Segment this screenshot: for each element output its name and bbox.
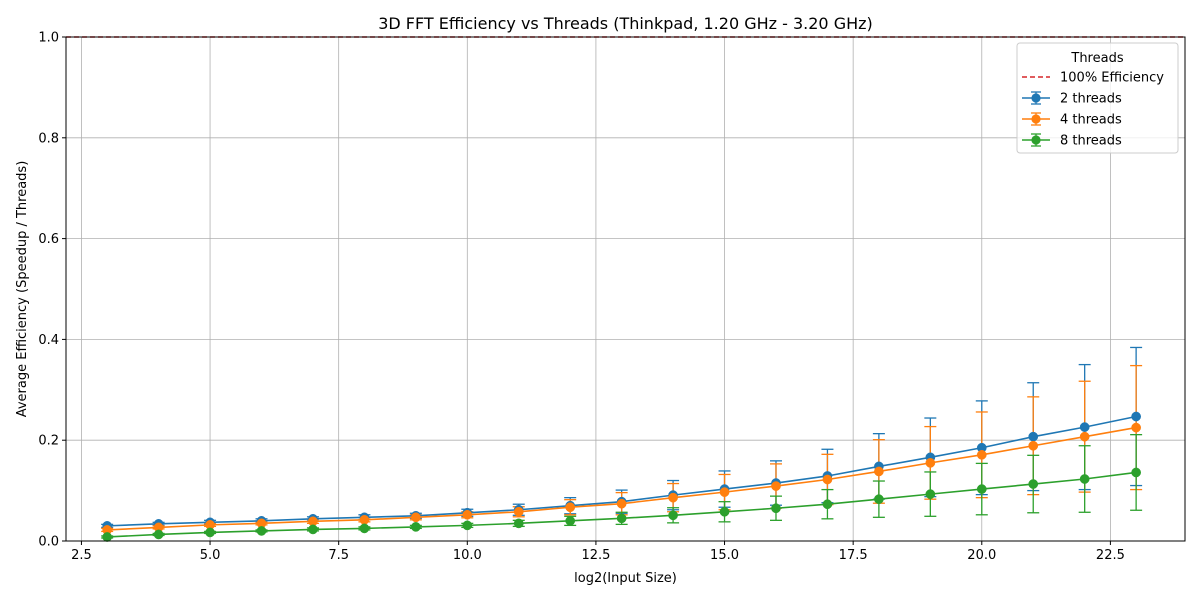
y-axis-label: Average Efficiency (Speedup / Threads): [15, 161, 30, 418]
data-point-8-threads: [771, 503, 781, 514]
data-point-8-threads: [822, 499, 833, 510]
legend-label-reference-line: 100% Efficiency: [1060, 71, 1164, 86]
series-lines: [102, 411, 1141, 542]
data-point-8-threads: [153, 529, 164, 540]
data-point-8-threads: [925, 489, 936, 499]
x-tick-label: 5.0: [200, 548, 221, 563]
legend: Threads 100% Efficiency 2 threads 4 thread…: [1016, 42, 1179, 154]
data-point-4-threads: [874, 466, 884, 477]
legend-entries: 100% Efficiency 2 threads 4 threads 8 threa…: [1022, 71, 1164, 149]
legend-swatch-marker-8-threads: [1031, 135, 1041, 145]
data-point-4-threads: [616, 498, 627, 509]
data-point-4-threads: [1131, 422, 1141, 433]
x-tick-label: 15.0: [710, 548, 739, 563]
x-tick-label: 10.0: [453, 548, 482, 563]
data-point-8-threads: [565, 515, 576, 526]
legend-swatch-marker-4-threads: [1031, 114, 1041, 124]
data-point-4-threads: [513, 506, 524, 517]
data-point-4-threads: [359, 514, 370, 525]
data-point-8-threads: [256, 526, 267, 536]
data-point-8-threads: [359, 523, 370, 534]
legend-box: [1016, 42, 1179, 154]
y-tick-label: 0.8: [38, 131, 59, 146]
data-point-4-threads: [1079, 431, 1090, 442]
data-point-2-threads: [1028, 431, 1039, 442]
legend-label-2-threads: 2 threads: [1060, 92, 1122, 107]
data-point-8-threads: [462, 520, 473, 531]
x-axis-label: log2(Input Size): [574, 571, 677, 586]
data-point-4-threads: [719, 487, 730, 497]
y-tick-label: 0.2: [38, 434, 59, 449]
y-tick-label: 1.0: [38, 31, 59, 46]
x-tick-label: 20.0: [967, 548, 996, 563]
data-point-8-threads: [668, 510, 678, 521]
data-point-4-threads: [822, 474, 833, 485]
data-point-8-threads: [410, 522, 421, 532]
data-point-4-threads: [1028, 440, 1039, 451]
data-point-4-threads: [410, 512, 421, 523]
data-point-8-threads: [616, 513, 627, 524]
plot-area: [66, 37, 1185, 541]
data-point-8-threads: [513, 518, 524, 529]
y-tick-label: 0.0: [38, 535, 59, 550]
data-point-8-threads: [976, 484, 987, 494]
legend-title: Threads: [1070, 51, 1123, 66]
data-point-2-threads: [1131, 411, 1141, 422]
data-point-8-threads: [1028, 479, 1039, 489]
legend-label-8-threads: 8 threads: [1060, 134, 1122, 149]
legend-label-4-threads: 4 threads: [1060, 113, 1122, 128]
x-tick-label: 22.5: [1096, 548, 1125, 563]
data-point-8-threads: [102, 532, 113, 542]
data-point-4-threads: [462, 509, 473, 520]
data-point-4-threads: [668, 492, 678, 503]
chart-title: 3D FFT Efficiency vs Threads (Thinkpad, …: [378, 14, 873, 33]
data-point-4-threads: [976, 449, 987, 460]
data-point-8-threads: [874, 494, 884, 505]
data-point-8-threads: [719, 506, 730, 517]
data-point-8-threads: [205, 527, 215, 538]
x-tick-label: 12.5: [581, 548, 610, 563]
data-point-4-threads: [771, 481, 781, 491]
x-tick-label: 2.5: [71, 548, 92, 563]
data-point-8-threads: [308, 524, 318, 535]
data-point-8-threads: [1079, 474, 1090, 484]
x-tick-label: 7.5: [328, 548, 349, 563]
y-axis-ticks: 0.0 0.2 0.4 0.6 0.8 1.0: [38, 31, 66, 550]
data-point-4-threads: [565, 502, 576, 513]
data-point-8-threads: [1131, 467, 1141, 478]
y-tick-label: 0.6: [38, 232, 59, 247]
data-point-4-threads: [925, 458, 936, 468]
plot-frame: [65, 36, 1186, 542]
y-tick-label: 0.4: [38, 333, 59, 348]
x-tick-label: 17.5: [839, 548, 868, 563]
legend-swatch-marker-2-threads: [1031, 93, 1041, 103]
data-point-2-threads: [1079, 422, 1090, 432]
x-axis-ticks: 2.5 5.0 7.5 10.0 12.5 15.0 17.5 20.0 22.5: [71, 541, 1125, 563]
